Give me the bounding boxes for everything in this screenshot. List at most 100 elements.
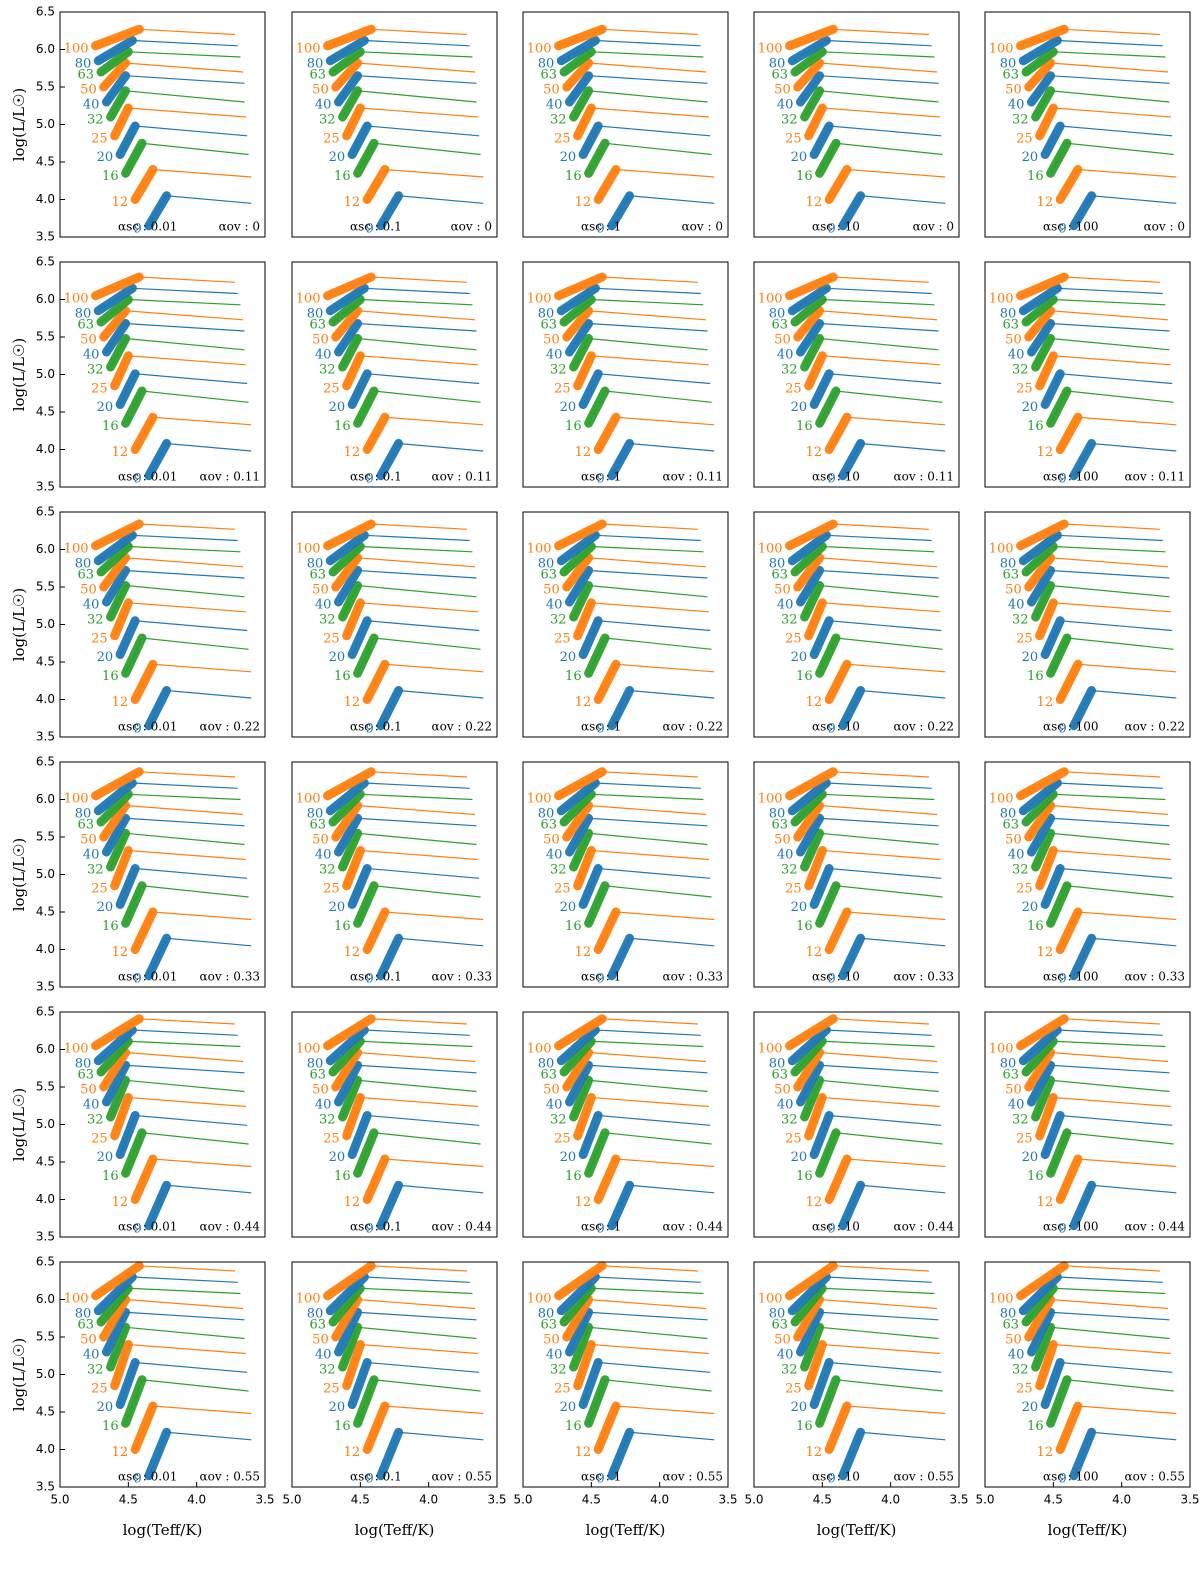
alpha-sc-label: αsc : 0.01 — [118, 720, 177, 734]
main-sequence — [1069, 1180, 1097, 1231]
main-sequence — [144, 1180, 172, 1231]
y-axis-label: log(L/L☉) — [10, 588, 28, 662]
mass-label: 25 — [323, 1131, 340, 1146]
mass-label: 40 — [1008, 1348, 1025, 1363]
main-sequence — [1024, 58, 1056, 92]
mass-label: 100 — [296, 1291, 321, 1306]
mass-label: 20 — [791, 650, 808, 665]
panel-frame — [291, 11, 498, 238]
mass-label: 20 — [560, 900, 577, 915]
main-sequence — [130, 1401, 158, 1454]
y-tick-label: 6.0 — [36, 542, 55, 556]
mass-label: 80 — [538, 1056, 555, 1071]
mass-label: 40 — [546, 848, 563, 863]
main-sequence — [815, 138, 841, 178]
main-sequence — [562, 1048, 594, 1092]
alpha-sc-label: αsc : 0.01 — [118, 1470, 177, 1484]
main-sequence — [556, 1025, 600, 1066]
mass-label: 50 — [80, 833, 97, 848]
y-tick-label: 5.0 — [36, 867, 55, 881]
main-sequence — [362, 1401, 390, 1454]
alpha-sc-label: αsc : 100 — [1043, 970, 1099, 984]
main-sequence — [795, 566, 825, 607]
main-sequence — [328, 789, 365, 827]
mass-label: 50 — [80, 83, 97, 98]
mass-label: 20 — [329, 900, 346, 915]
x-tick-label: 5.0 — [975, 1493, 994, 1507]
main-sequence — [1026, 813, 1056, 857]
mass-label: 50 — [774, 333, 791, 348]
mass-label: 25 — [91, 1381, 108, 1396]
mass-label: 80 — [769, 1056, 786, 1071]
main-sequence — [562, 58, 594, 92]
mass-label: 32 — [781, 113, 798, 128]
alpha-sc-label: αsc : 10 — [812, 1220, 860, 1234]
mass-label: 9 — [597, 221, 605, 236]
main-sequence — [787, 283, 831, 316]
mass-label: 16 — [334, 919, 351, 934]
main-sequence — [376, 1180, 404, 1231]
main-sequence — [110, 351, 133, 391]
main-sequence — [1055, 1154, 1083, 1204]
y-tick-label: 5.0 — [36, 367, 55, 381]
alpha-ov-label: αov : 0 — [451, 220, 492, 234]
panel-frame — [984, 761, 1191, 988]
main-sequence — [793, 58, 825, 92]
mass-label: 63 — [540, 568, 557, 583]
alpha-ov-label: αov : 0.33 — [1125, 970, 1186, 984]
mass-label: 32 — [1012, 863, 1029, 878]
mass-label: 32 — [550, 863, 567, 878]
main-sequence — [93, 283, 137, 316]
mass-label: 16 — [1027, 1169, 1044, 1184]
mass-label: 80 — [75, 556, 92, 571]
main-sequence — [333, 1307, 363, 1357]
main-sequence — [115, 1111, 140, 1159]
main-sequence — [1016, 24, 1069, 51]
x-tick-label: 3.5 — [1180, 1493, 1199, 1507]
main-sequence — [1021, 295, 1058, 327]
mass-label: 12 — [575, 195, 592, 210]
alpha-ov-label: αov : 0.44 — [894, 1220, 955, 1234]
mass-label: 80 — [769, 556, 786, 571]
x-tick-label: 3.5 — [718, 1493, 737, 1507]
alpha-sc-label: αsc : 100 — [1043, 1220, 1099, 1234]
main-sequence — [578, 864, 603, 909]
mass-label: 40 — [546, 98, 563, 113]
mass-label: 40 — [83, 848, 100, 863]
main-sequence — [607, 1180, 635, 1231]
main-sequence — [800, 334, 825, 372]
main-sequence — [809, 369, 834, 409]
main-sequence — [96, 295, 133, 327]
alpha-sc-label: αsc : 10 — [812, 470, 860, 484]
mass-label: 20 — [560, 1150, 577, 1165]
main-sequence — [323, 1261, 376, 1301]
main-sequence — [838, 1427, 866, 1481]
x-axis-label: log(Teff/K) — [355, 1521, 435, 1539]
main-sequence — [1046, 1128, 1072, 1178]
main-sequence — [353, 386, 379, 428]
mass-label: 80 — [307, 806, 324, 821]
mass-label: 100 — [758, 291, 783, 306]
mass-label: 16 — [102, 669, 119, 684]
main-sequence — [121, 1128, 147, 1178]
mass-label: 80 — [1000, 806, 1017, 821]
main-sequence — [353, 138, 379, 178]
mass-label: 63 — [1002, 1318, 1019, 1333]
main-sequence — [578, 1358, 603, 1409]
main-sequence — [106, 1322, 131, 1372]
main-sequence — [1024, 801, 1056, 842]
mass-label: 80 — [75, 56, 92, 71]
main-sequence — [130, 165, 158, 204]
main-sequence — [564, 813, 594, 857]
main-sequence — [793, 1295, 825, 1342]
y-tick-label: 4.0 — [36, 942, 55, 956]
main-sequence — [804, 846, 827, 891]
main-sequence — [323, 1014, 376, 1051]
mass-label: 25 — [554, 1131, 571, 1146]
main-sequence — [1021, 1283, 1058, 1327]
y-tick-label: 6.5 — [36, 255, 55, 269]
main-sequence — [328, 1283, 365, 1327]
mass-label: 100 — [64, 1291, 89, 1306]
main-sequence — [333, 71, 363, 107]
mass-label: 12 — [1037, 695, 1054, 710]
